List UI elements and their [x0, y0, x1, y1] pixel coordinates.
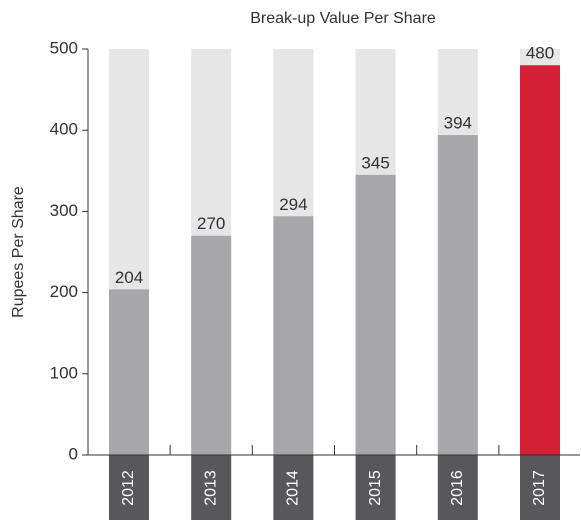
bar: [109, 289, 149, 455]
x-tick-label: 2014: [285, 470, 302, 506]
value-label: 294: [279, 195, 307, 214]
y-tick-label: 400: [50, 120, 78, 139]
x-tick-label: 2017: [531, 470, 548, 506]
value-label: 270: [197, 214, 225, 233]
category-box: [109, 455, 149, 520]
bar: [437, 135, 478, 455]
y-tick-label: 500: [50, 38, 78, 57]
x-tick-label: 2013: [202, 470, 219, 506]
y-tick-label: 200: [50, 282, 78, 301]
y-tick-label: 0: [69, 444, 78, 463]
category-box: [191, 455, 232, 520]
bar: [191, 235, 232, 455]
x-tick-label: 2012: [120, 470, 137, 506]
chart-title: Break-up Value Per Share: [250, 10, 436, 27]
category-box: [520, 455, 560, 520]
value-label: 480: [526, 44, 554, 63]
bar: [273, 216, 314, 455]
bar: [355, 174, 396, 456]
y-tick-label: 100: [50, 363, 78, 382]
y-tick-label: 300: [50, 201, 78, 220]
bar: [520, 65, 560, 456]
value-label: 345: [361, 153, 389, 172]
y-axis-label: Rupees Per Share: [10, 186, 27, 318]
value-label: 204: [115, 268, 143, 287]
x-tick-label: 2015: [367, 470, 384, 506]
category-box: [355, 455, 396, 520]
category-box: [273, 455, 314, 520]
x-tick-label: 2016: [449, 470, 466, 506]
value-label: 394: [444, 114, 472, 133]
category-box: [437, 455, 478, 520]
